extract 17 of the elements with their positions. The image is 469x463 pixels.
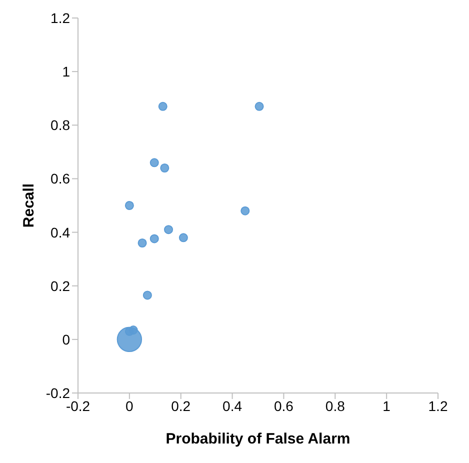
x-tick-label: 0 <box>126 398 134 414</box>
x-tick-label: 0.6 <box>274 398 294 414</box>
x-tick-label: 1.2 <box>428 398 448 414</box>
y-axis-title: Recall <box>20 183 38 228</box>
y-tick-label: 1 <box>62 64 70 80</box>
x-tick-label: 0.8 <box>325 398 346 414</box>
y-tick-label: 0.8 <box>50 117 70 134</box>
x-tick-label: 1 <box>382 398 391 414</box>
y-tick-label: 1.2 <box>50 10 70 26</box>
y-tick-label: 0.2 <box>50 278 70 294</box>
x-tick-label: 0.4 <box>222 398 242 414</box>
y-tick-label: -0.2 <box>46 384 70 401</box>
y-tick-label: 0.6 <box>50 170 70 187</box>
x-tick-label: 0.2 <box>171 398 191 414</box>
y-tick-label: 0 <box>62 331 70 348</box>
x-axis-title: Probability of False Alarm <box>166 430 350 448</box>
y-tick-label: 0.4 <box>50 224 70 240</box>
